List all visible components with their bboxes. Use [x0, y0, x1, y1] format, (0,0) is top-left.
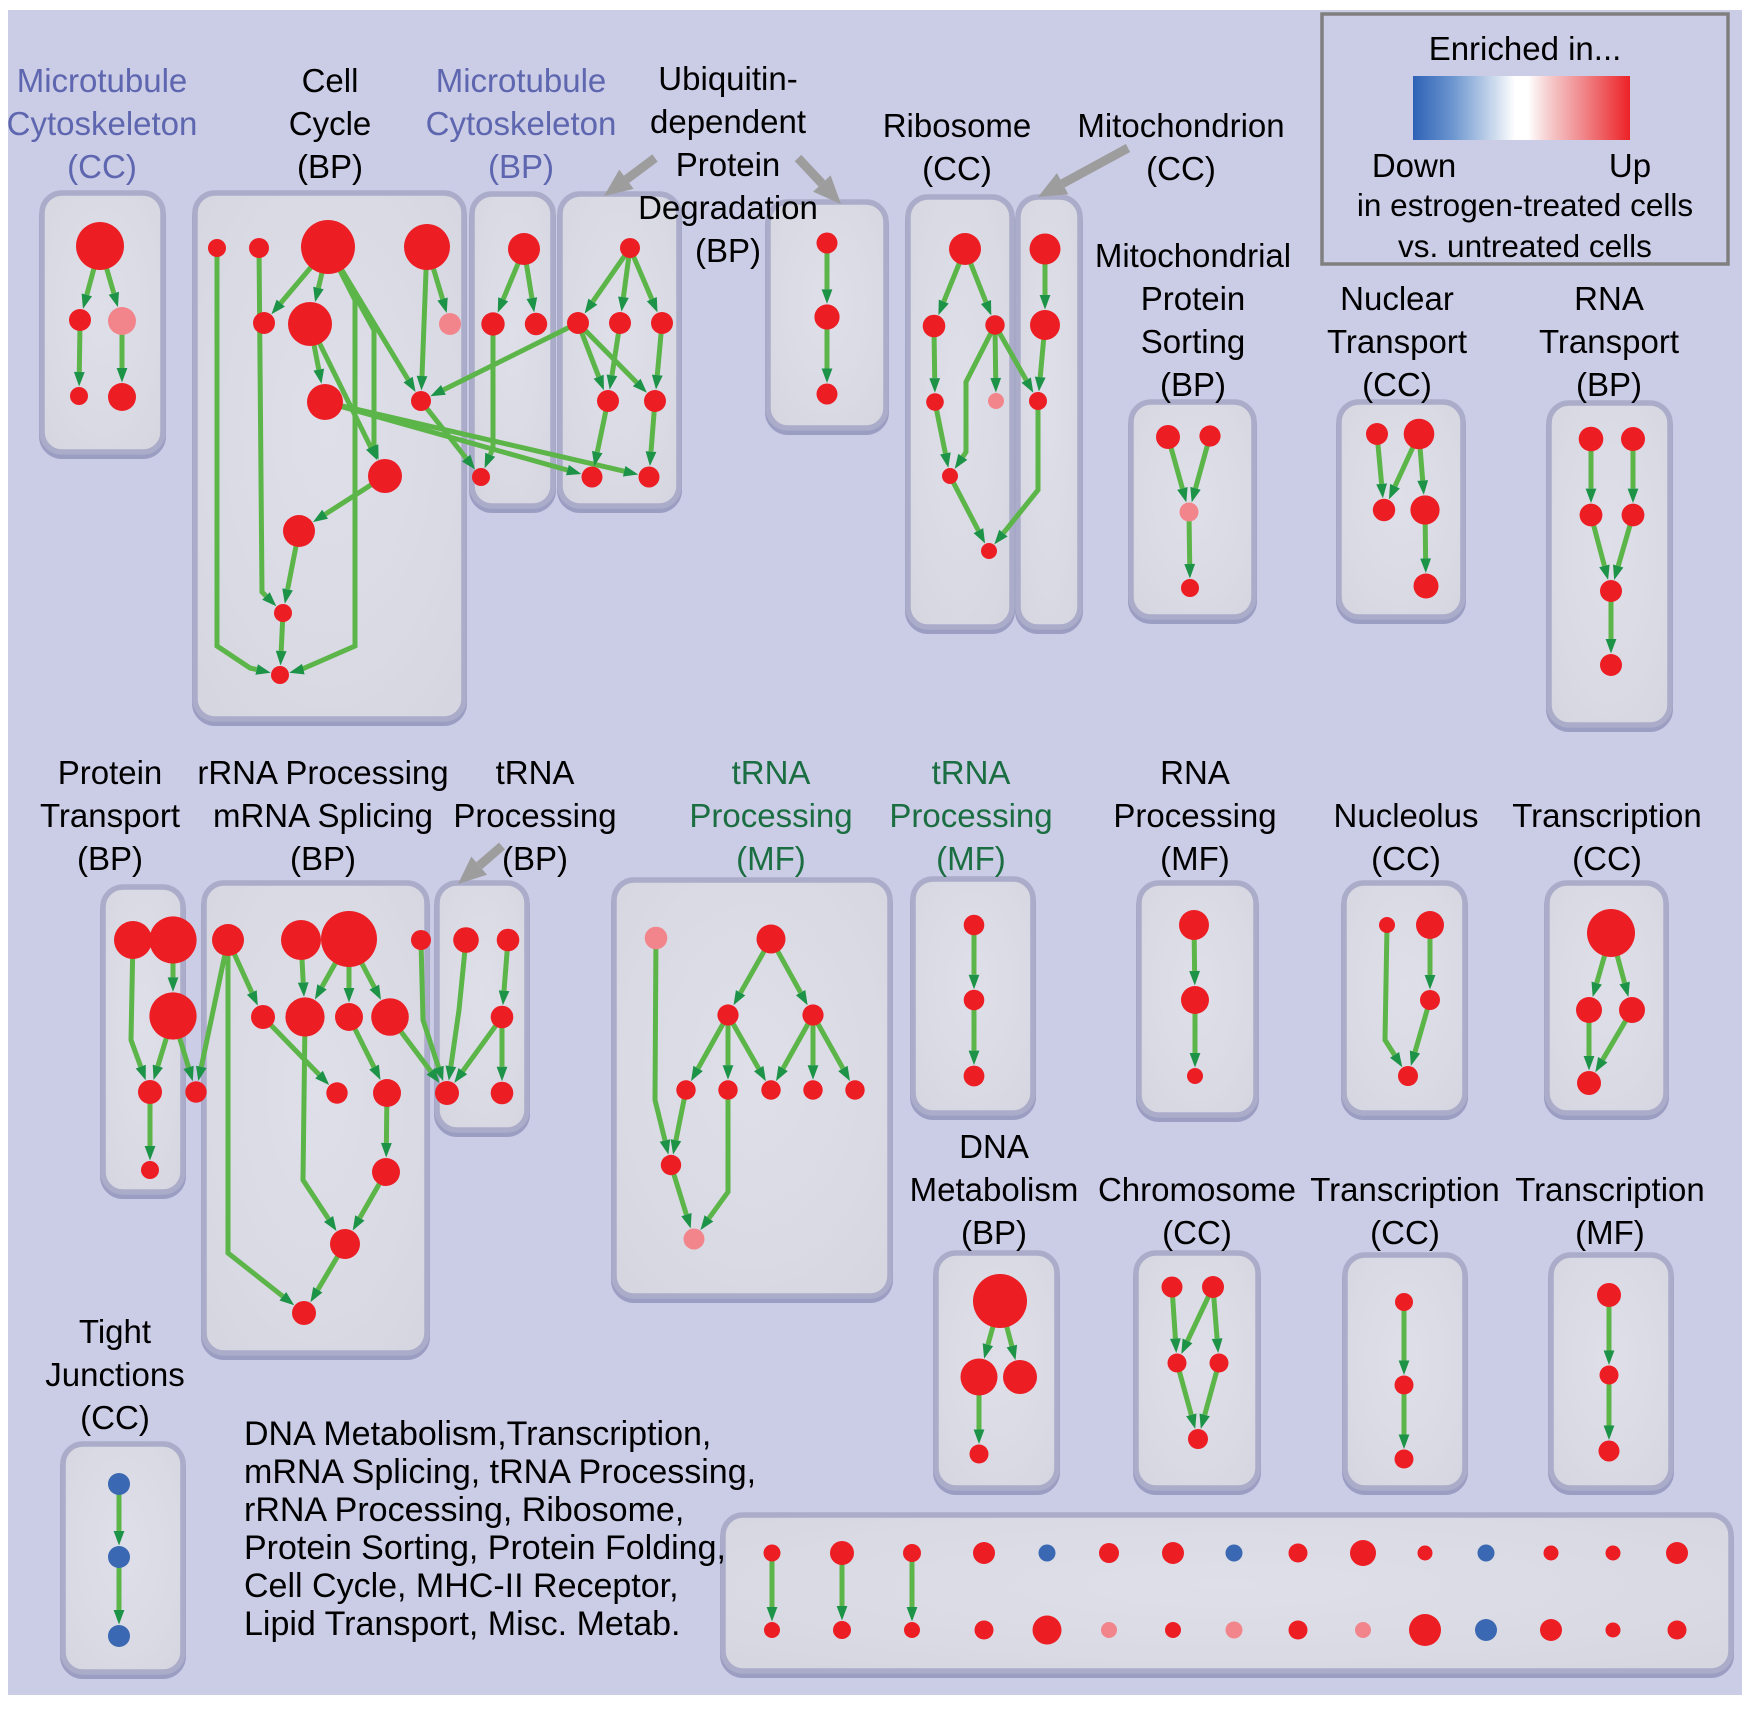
- svg-text:Protein: Protein: [1141, 280, 1246, 317]
- svg-text:Processing: Processing: [1113, 797, 1276, 834]
- svg-text:Degradation: Degradation: [638, 189, 818, 226]
- svg-text:vs. untreated cells: vs. untreated cells: [1398, 228, 1652, 264]
- svg-text:Transport: Transport: [1327, 323, 1467, 360]
- svg-text:(BP): (BP): [297, 148, 363, 185]
- svg-text:Nucleolus: Nucleolus: [1334, 797, 1479, 834]
- svg-text:rRNA Processing, Ribosome,: rRNA Processing, Ribosome,: [244, 1491, 684, 1529]
- svg-text:(BP): (BP): [488, 148, 554, 185]
- svg-text:Cytoskeleton: Cytoskeleton: [7, 105, 198, 142]
- svg-text:(CC): (CC): [1162, 1214, 1232, 1251]
- svg-text:Cytoskeleton: Cytoskeleton: [426, 105, 617, 142]
- svg-text:Transport: Transport: [40, 797, 180, 834]
- svg-text:Transport: Transport: [1539, 323, 1679, 360]
- svg-text:Mitochondrion: Mitochondrion: [1077, 107, 1284, 144]
- svg-text:Cell: Cell: [302, 62, 359, 99]
- svg-text:Ribosome: Ribosome: [883, 107, 1032, 144]
- svg-text:Microtubule: Microtubule: [436, 62, 607, 99]
- svg-text:Transcription: Transcription: [1512, 797, 1702, 834]
- svg-text:(BP): (BP): [695, 232, 761, 269]
- svg-text:Enriched in...: Enriched in...: [1429, 30, 1622, 67]
- svg-text:(CC): (CC): [1362, 366, 1432, 403]
- svg-text:Nuclear: Nuclear: [1340, 280, 1454, 317]
- svg-text:RNA: RNA: [1574, 280, 1644, 317]
- svg-text:dependent: dependent: [650, 103, 806, 140]
- svg-text:(BP): (BP): [290, 840, 356, 877]
- svg-text:DNA Metabolism,Transcription,: DNA Metabolism,Transcription,: [244, 1415, 711, 1453]
- svg-text:(BP): (BP): [1576, 366, 1642, 403]
- svg-text:(CC): (CC): [80, 1399, 150, 1436]
- svg-text:Junctions: Junctions: [45, 1356, 184, 1393]
- svg-text:Transcription: Transcription: [1310, 1171, 1500, 1208]
- svg-text:(CC): (CC): [1370, 1214, 1440, 1251]
- svg-text:(MF): (MF): [1575, 1214, 1645, 1251]
- svg-text:(BP): (BP): [961, 1214, 1027, 1251]
- svg-text:RNA: RNA: [1160, 754, 1230, 791]
- svg-text:tRNA: tRNA: [496, 754, 575, 791]
- svg-text:(MF): (MF): [736, 840, 806, 877]
- svg-text:Down: Down: [1372, 147, 1456, 184]
- svg-text:in estrogen-treated cells: in estrogen-treated cells: [1357, 187, 1693, 223]
- svg-text:Processing: Processing: [453, 797, 616, 834]
- svg-text:Mitochondrial: Mitochondrial: [1095, 237, 1291, 274]
- svg-text:Tight: Tight: [79, 1313, 151, 1350]
- svg-text:Up: Up: [1609, 147, 1651, 184]
- svg-text:Processing: Processing: [689, 797, 852, 834]
- svg-text:Processing: Processing: [889, 797, 1052, 834]
- svg-text:Sorting: Sorting: [1141, 323, 1246, 360]
- svg-text:Microtubule: Microtubule: [17, 62, 188, 99]
- svg-text:(CC): (CC): [1572, 840, 1642, 877]
- svg-text:Protein: Protein: [676, 146, 781, 183]
- svg-text:Cycle: Cycle: [289, 105, 372, 142]
- svg-text:rRNA Processing: rRNA Processing: [197, 754, 448, 791]
- svg-text:Protein: Protein: [58, 754, 163, 791]
- svg-text:(CC): (CC): [67, 148, 137, 185]
- svg-text:Lipid Transport, Misc. Metab.: Lipid Transport, Misc. Metab.: [244, 1605, 681, 1643]
- svg-text:(CC): (CC): [922, 150, 992, 187]
- svg-text:(BP): (BP): [1160, 366, 1226, 403]
- svg-text:tRNA: tRNA: [732, 754, 811, 791]
- svg-text:(MF): (MF): [1160, 840, 1230, 877]
- svg-text:Metabolism: Metabolism: [910, 1171, 1079, 1208]
- svg-text:mRNA Splicing: mRNA Splicing: [213, 797, 433, 834]
- svg-text:mRNA Splicing, tRNA Processing: mRNA Splicing, tRNA Processing,: [244, 1453, 756, 1491]
- svg-text:Protein Sorting, Protein Foldi: Protein Sorting, Protein Folding,: [244, 1529, 726, 1567]
- svg-text:(CC): (CC): [1371, 840, 1441, 877]
- svg-text:(CC): (CC): [1146, 150, 1216, 187]
- svg-text:(BP): (BP): [77, 840, 143, 877]
- svg-text:Transcription: Transcription: [1515, 1171, 1705, 1208]
- svg-text:tRNA: tRNA: [932, 754, 1011, 791]
- svg-text:Chromosome: Chromosome: [1098, 1171, 1296, 1208]
- svg-text:DNA: DNA: [959, 1128, 1029, 1165]
- svg-text:(MF): (MF): [936, 840, 1006, 877]
- svg-text:Cell Cycle, MHC-II Receptor,: Cell Cycle, MHC-II Receptor,: [244, 1567, 679, 1605]
- svg-text:Ubiquitin-: Ubiquitin-: [658, 60, 797, 97]
- svg-text:(BP): (BP): [502, 840, 568, 877]
